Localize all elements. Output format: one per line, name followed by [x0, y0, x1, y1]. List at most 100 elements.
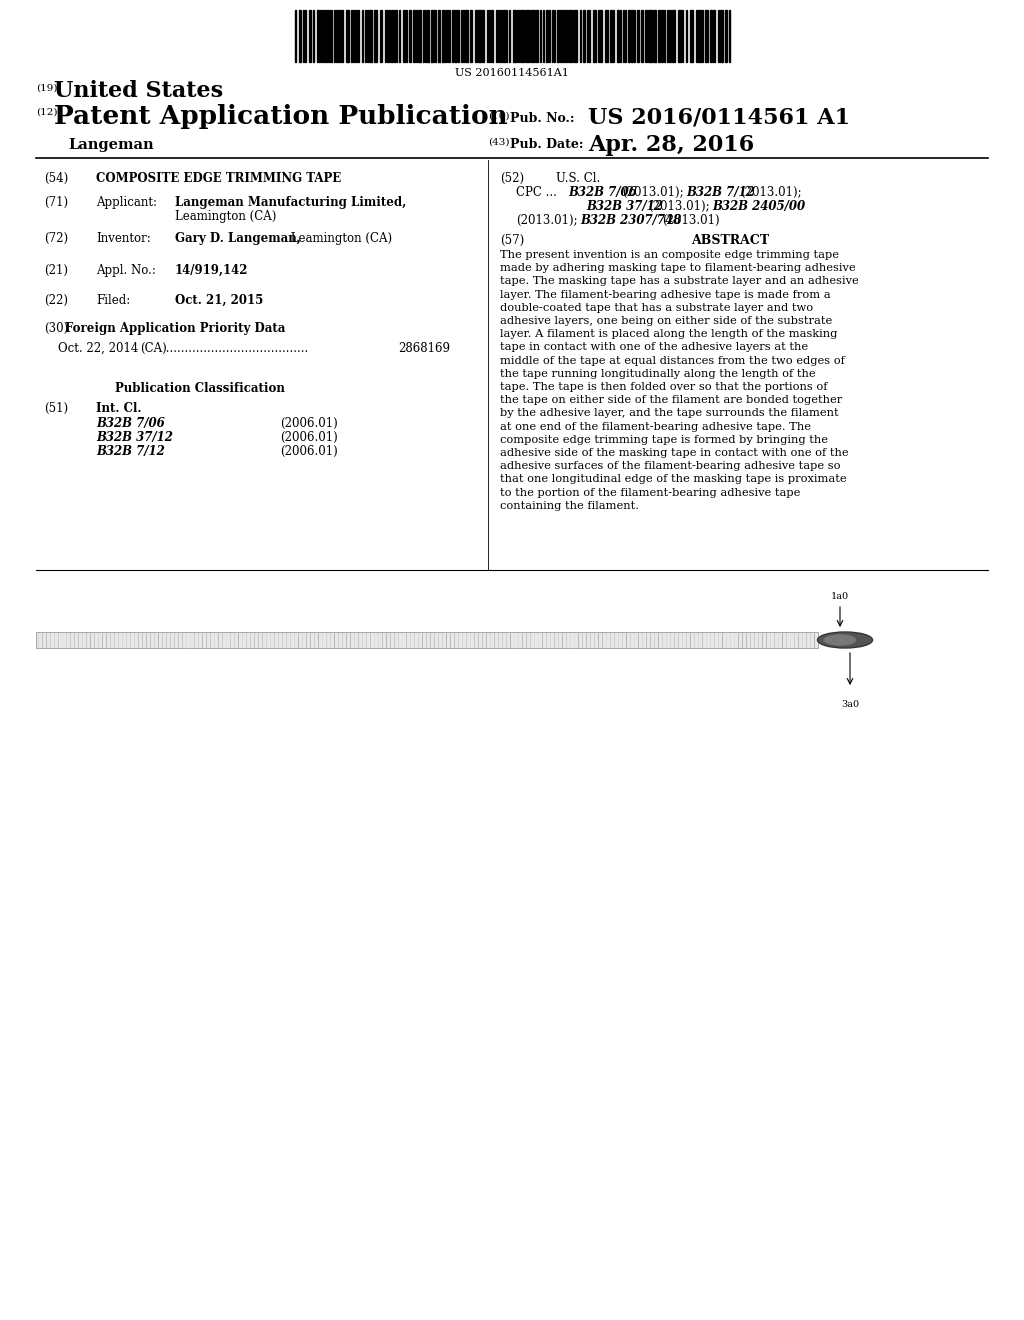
Bar [574, 11, 577, 62]
Text: (51): (51) [44, 403, 69, 414]
Bar [513, 11, 516, 62]
Text: Publication Classification: Publication Classification [115, 381, 285, 395]
Bar [413, 11, 415, 62]
Bar [610, 11, 612, 62]
Bar [653, 11, 656, 62]
Bar [713, 11, 715, 62]
Text: COMPOSITE EDGE TRIMMING TAPE: COMPOSITE EDGE TRIMMING TAPE [96, 172, 341, 185]
Text: Inventor:: Inventor: [96, 232, 151, 246]
Text: B32B 37/12: B32B 37/12 [586, 201, 663, 213]
Bar [438, 11, 440, 62]
Bar [409, 11, 411, 62]
Text: at one end of the filament-bearing adhesive tape. The: at one end of the filament-bearing adhes… [500, 421, 811, 432]
Bar [690, 11, 693, 62]
Text: U.S. Cl.: U.S. Cl. [556, 172, 600, 185]
Text: (19): (19) [36, 84, 57, 92]
Text: The present invention is an composite edge trimming tape: The present invention is an composite ed… [500, 249, 839, 260]
Text: the tape running longitudinally along the length of the: the tape running longitudinally along th… [500, 368, 816, 379]
Text: (2013.01);: (2013.01); [740, 186, 802, 199]
Bar [380, 11, 382, 62]
Bar [583, 11, 585, 62]
Bar [631, 11, 633, 62]
Bar [600, 11, 602, 62]
Ellipse shape [823, 635, 856, 645]
Text: US 20160114561A1: US 20160114561A1 [455, 69, 569, 78]
Bar [546, 11, 548, 62]
Bar [557, 11, 559, 62]
Bar [605, 11, 608, 62]
Bar [403, 11, 406, 62]
Text: (2006.01): (2006.01) [280, 445, 338, 458]
Text: ......................................: ...................................... [162, 342, 308, 355]
Bar [669, 11, 671, 62]
Bar [568, 11, 571, 62]
Bar [678, 11, 681, 62]
Ellipse shape [817, 632, 872, 648]
Text: adhesive layers, one being on either side of the substrate: adhesive layers, one being on either sid… [500, 315, 833, 326]
Text: 1a0: 1a0 [830, 591, 849, 601]
Text: (52): (52) [500, 172, 524, 185]
Text: Apr. 28, 2016: Apr. 28, 2016 [588, 135, 755, 156]
Bar [391, 11, 393, 62]
Bar [641, 11, 643, 62]
Text: layer. The filament-bearing adhesive tape is made from a: layer. The filament-bearing adhesive tap… [500, 289, 830, 300]
Text: (10): (10) [488, 112, 510, 121]
Text: Langeman Manufacturing Limited,: Langeman Manufacturing Limited, [175, 195, 407, 209]
Bar [672, 11, 675, 62]
Bar [346, 11, 349, 62]
Bar [299, 11, 301, 62]
Bar [353, 11, 355, 62]
Bar [465, 11, 468, 62]
Bar [490, 11, 493, 62]
Bar [662, 11, 663, 62]
Text: Foreign Application Priority Data: Foreign Application Priority Data [65, 322, 286, 335]
Text: (2013.01);: (2013.01); [516, 214, 578, 227]
Text: (30): (30) [44, 322, 69, 335]
Text: Filed:: Filed: [96, 294, 130, 308]
Text: Int. Cl.: Int. Cl. [96, 403, 141, 414]
Text: layer. A filament is placed along the length of the masking: layer. A filament is placed along the le… [500, 329, 838, 339]
Bar [720, 11, 723, 62]
Text: Applicant:: Applicant: [96, 195, 157, 209]
Bar [649, 11, 652, 62]
Bar [454, 11, 457, 62]
Text: (71): (71) [44, 195, 69, 209]
Bar [565, 11, 567, 62]
Bar [309, 11, 311, 62]
Bar [521, 11, 523, 62]
Text: Patent Application Publication: Patent Application Publication [54, 104, 508, 129]
Bar [562, 11, 564, 62]
Text: United States: United States [54, 81, 223, 102]
Bar [536, 11, 538, 62]
Text: (72): (72) [44, 232, 69, 246]
Text: (2013.01);: (2013.01); [648, 201, 710, 213]
Text: 3a0: 3a0 [841, 700, 859, 709]
Text: Appl. No.:: Appl. No.: [96, 264, 156, 277]
Text: (2013.01): (2013.01) [662, 214, 720, 227]
Bar [475, 11, 477, 62]
Text: tape. The tape is then folded over so that the portions of: tape. The tape is then folded over so th… [500, 381, 827, 392]
Text: Oct. 21, 2015: Oct. 21, 2015 [175, 294, 263, 308]
Text: US 2016/0114561 A1: US 2016/0114561 A1 [588, 107, 850, 129]
Text: (2006.01): (2006.01) [280, 432, 338, 444]
Bar [317, 11, 319, 62]
Bar [593, 11, 596, 62]
Text: Gary D. Langeman,: Gary D. Langeman, [175, 232, 301, 246]
Text: B32B 7/06: B32B 7/06 [96, 417, 165, 430]
Bar [326, 11, 328, 62]
Text: B32B 7/06: B32B 7/06 [568, 186, 637, 199]
Bar [418, 11, 421, 62]
Text: (CA): (CA) [140, 342, 167, 355]
Text: (2013.01);: (2013.01); [622, 186, 684, 199]
Text: made by adhering masking tape to filament-bearing adhesive: made by adhering masking tape to filamen… [500, 263, 856, 273]
Bar [369, 11, 372, 62]
Bar [482, 11, 484, 62]
Text: (2006.01): (2006.01) [280, 417, 338, 430]
Text: tape. The masking tape has a substrate layer and an adhesive: tape. The masking tape has a substrate l… [500, 276, 859, 286]
Bar [710, 11, 712, 62]
Text: containing the filament.: containing the filament. [500, 500, 639, 511]
Text: tape in contact with one of the adhesive layers at the: tape in contact with one of the adhesive… [500, 342, 808, 352]
Text: (43): (43) [488, 139, 510, 147]
Text: Pub. Date:: Pub. Date: [510, 139, 584, 150]
Bar [502, 11, 505, 62]
